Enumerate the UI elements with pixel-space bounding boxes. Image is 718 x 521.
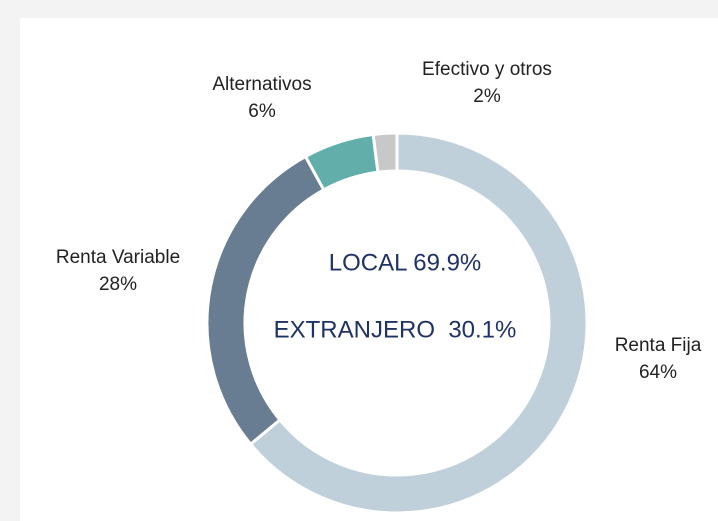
slice-value-label: 6% (248, 101, 276, 122)
slice-value-label: 2% (473, 86, 501, 107)
slice-label: Efectivo y otros (422, 59, 552, 80)
center-annotation: LOCAL 69.9% (329, 249, 482, 276)
donut-slice (248, 131, 589, 515)
slice-label: Renta Variable (56, 247, 180, 268)
center-annotation: EXTRANJERO 30.1% (274, 316, 517, 343)
slice-label: Alternativos (212, 74, 311, 95)
slice-label: Renta Fija (615, 335, 702, 356)
slice-value-label: 28% (99, 274, 137, 295)
donut-slice (371, 131, 399, 174)
panel (20, 18, 718, 521)
slice-value-label: 64% (639, 362, 677, 383)
